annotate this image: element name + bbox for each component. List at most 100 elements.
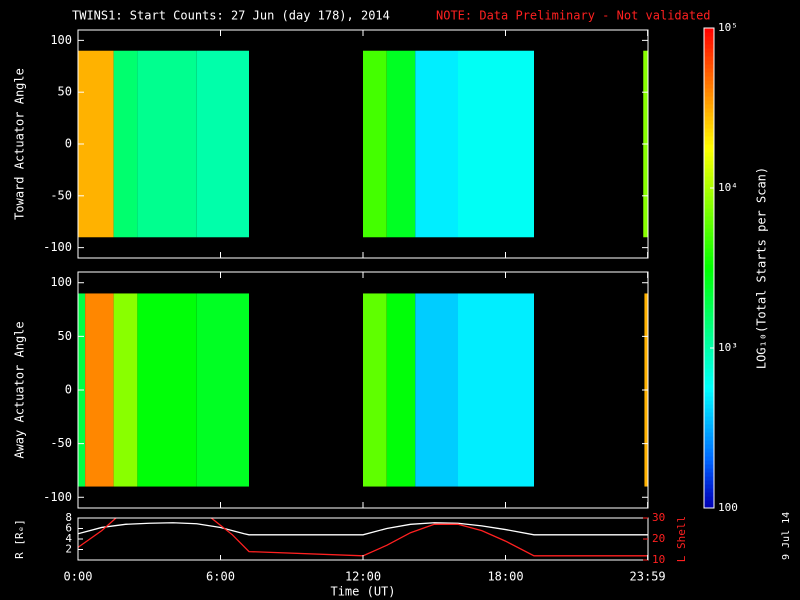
colorbar-cell [704,364,714,369]
colorbar-cell [704,356,714,361]
heatmap-cell [415,50,458,238]
colorbar-cell [704,136,714,141]
heatmap-cell [137,50,197,238]
colorbar-cell [704,368,714,373]
colorbar-cell [704,416,714,421]
colorbar-cell [704,404,714,409]
colorbar-frame [703,27,715,509]
colorbar-cell [704,204,714,209]
colorbar-cell [704,168,714,173]
colorbar-cell [704,284,714,289]
colorbar-cell [704,264,714,269]
colorbar-cell [704,160,714,165]
y-tick-label: 50 [58,329,72,343]
colorbar-cell [704,456,714,461]
colorbar-cell [704,112,714,117]
colorbar-cell [704,376,714,381]
y-tick-label: 0 [65,383,72,397]
y-axis-label: Away Actuator Angle [13,321,27,458]
colorbar-cell [704,40,714,45]
colorbar-cell [704,148,714,153]
colorbar-cell [704,68,714,73]
colorbar-label: LOG₁₀(Total Starts per Scan) [755,167,769,369]
colorbar-cell [704,248,714,253]
colorbar-cell [704,316,714,321]
colorbar-cell [704,120,714,125]
colorbar-cell [704,128,714,133]
y-tick-label: 100 [50,275,72,289]
colorbar-tick-label: 100 [718,501,738,514]
heatmap-cell [386,293,416,487]
colorbar-cell [704,268,714,273]
colorbar-cell [704,88,714,93]
colorbar-cell [704,200,714,205]
y-tick-label: 6 [65,522,72,535]
y-tick-label: 100 [50,33,72,47]
colorbar-cell [704,140,714,145]
colorbar-cell [704,232,714,237]
colorbar-cell [704,348,714,353]
heatmap-cell [363,293,387,487]
colorbar-cell [704,244,714,249]
colorbar-cell [704,332,714,337]
colorbar-cell [704,488,714,493]
colorbar-tick-label: 10⁴ [718,181,738,194]
colorbar-cell [704,296,714,301]
colorbar-cell [704,44,714,49]
colorbar-cell [704,216,714,221]
colorbar-cell [704,472,714,477]
colorbar-cell [704,28,714,33]
colorbar-cell [704,108,714,113]
y-tick-label: -100 [43,240,72,254]
colorbar-cell [704,468,714,473]
colorbar-cell [704,484,714,489]
colorbar-cell [704,152,714,157]
colorbar-cell [704,352,714,357]
colorbar-tick-label: 10⁵ [718,21,738,34]
series-line [78,522,648,536]
colorbar-cell [704,192,714,197]
colorbar-cell [704,220,714,225]
colorbar-cell [704,60,714,65]
colorbar-cell [704,436,714,441]
colorbar-cell [704,460,714,465]
line-plot-area [78,518,648,557]
colorbar-cell [704,164,714,169]
colorbar-cell [704,300,714,305]
colorbar-cell [704,144,714,149]
heatmap-cell [113,50,138,238]
heatmap-cell [458,50,534,238]
colorbar-cell [704,424,714,429]
colorbar-cell [704,288,714,293]
colorbar-cell [704,420,714,425]
colorbar-cell [704,360,714,365]
heatmap-cell [363,50,387,238]
colorbar-cell [704,504,714,509]
heatmap-cell [196,50,249,238]
colorbar-cell [704,380,714,385]
y2-axis-label: L Shell [675,516,688,562]
colorbar-cell [704,440,714,445]
colorbar-cell [704,256,714,261]
y2-tick-label: 10 [652,553,665,566]
colorbar-cell [704,340,714,345]
y-tick-label: -50 [50,436,72,450]
colorbar-cell [704,228,714,233]
colorbar-cell [704,132,714,137]
colorbar-cell [704,176,714,181]
colorbar-cell [704,308,714,313]
colorbar-cell [704,320,714,325]
colorbar-cell [704,304,714,309]
colorbar-cell [704,384,714,389]
colorbar-cell [704,240,714,245]
colorbar-cell [704,32,714,37]
colorbar-cell [704,392,714,397]
y-tick-label: -50 [50,188,72,202]
colorbar-cell [704,252,714,257]
colorbar-cell [704,428,714,433]
colorbar-cell [704,36,714,41]
colorbar-cell [704,492,714,497]
colorbar-cell [704,452,714,457]
